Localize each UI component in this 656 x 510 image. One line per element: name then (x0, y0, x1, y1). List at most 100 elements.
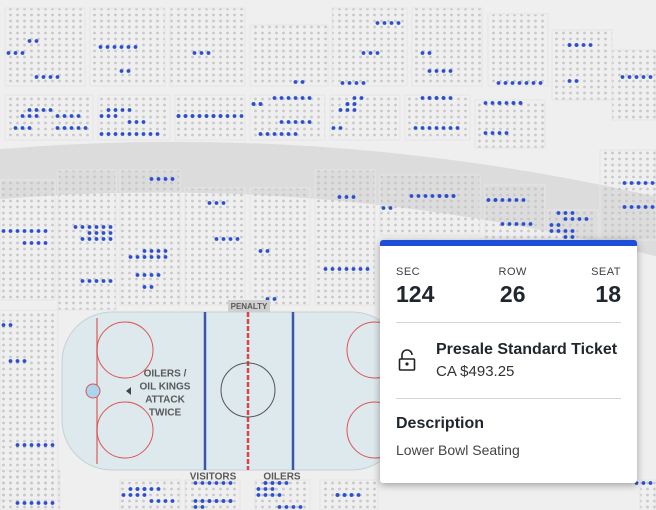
available-seat[interactable] (279, 132, 284, 136)
available-seat[interactable] (427, 69, 432, 73)
available-seat[interactable] (36, 229, 41, 233)
available-seat[interactable] (235, 237, 240, 241)
available-seat[interactable] (221, 201, 226, 205)
available-seat[interactable] (69, 114, 74, 118)
available-seat[interactable] (193, 499, 198, 503)
available-seat[interactable] (556, 229, 561, 233)
available-seat[interactable] (563, 211, 568, 215)
available-seat[interactable] (251, 102, 256, 106)
available-seat[interactable] (126, 69, 131, 73)
available-seat[interactable] (521, 222, 526, 226)
available-seat[interactable] (511, 101, 516, 105)
available-seat[interactable] (549, 229, 554, 233)
available-seat[interactable] (127, 132, 132, 136)
available-seat[interactable] (106, 108, 111, 112)
available-seat[interactable] (99, 132, 104, 136)
available-seat[interactable] (514, 198, 519, 202)
available-seat[interactable] (359, 96, 364, 100)
available-seat[interactable] (347, 81, 352, 85)
available-seat[interactable] (142, 285, 147, 289)
available-seat[interactable] (368, 51, 373, 55)
available-seat[interactable] (272, 297, 277, 301)
available-seat[interactable] (528, 222, 533, 226)
available-seat[interactable] (497, 101, 502, 105)
available-seat[interactable] (228, 237, 233, 241)
available-seat[interactable] (270, 493, 275, 497)
available-seat[interactable] (22, 359, 27, 363)
available-seat[interactable] (286, 120, 291, 124)
available-seat[interactable] (344, 267, 349, 271)
available-seat[interactable] (354, 81, 359, 85)
available-seat[interactable] (340, 81, 345, 85)
available-seat[interactable] (15, 359, 20, 363)
available-seat[interactable] (641, 481, 646, 485)
available-seat[interactable] (113, 108, 118, 112)
available-seat[interactable] (507, 222, 512, 226)
available-seat[interactable] (556, 211, 561, 215)
available-seat[interactable] (141, 120, 146, 124)
available-seat[interactable] (345, 102, 350, 106)
available-seat[interactable] (232, 114, 237, 118)
available-seat[interactable] (94, 231, 99, 235)
available-seat[interactable] (142, 487, 147, 491)
available-seat[interactable] (50, 501, 55, 505)
available-seat[interactable] (570, 217, 575, 221)
available-seat[interactable] (135, 273, 140, 277)
available-seat[interactable] (549, 223, 554, 227)
available-seat[interactable] (361, 51, 366, 55)
available-seat[interactable] (504, 131, 509, 135)
available-seat[interactable] (134, 120, 139, 124)
available-seat[interactable] (183, 114, 188, 118)
available-seat[interactable] (108, 279, 113, 283)
available-seat[interactable] (293, 120, 298, 124)
available-seat[interactable] (300, 120, 305, 124)
available-seat[interactable] (55, 114, 60, 118)
available-seat[interactable] (156, 487, 161, 491)
available-seat[interactable] (352, 96, 357, 100)
available-seat[interactable] (22, 443, 27, 447)
available-seat[interactable] (420, 126, 425, 130)
available-seat[interactable] (204, 114, 209, 118)
available-seat[interactable] (149, 249, 154, 253)
available-seat[interactable] (156, 255, 161, 259)
available-seat[interactable] (420, 51, 425, 55)
available-seat[interactable] (521, 198, 526, 202)
available-seat[interactable] (448, 69, 453, 73)
available-seat[interactable] (349, 493, 354, 497)
available-seat[interactable] (277, 481, 282, 485)
available-seat[interactable] (163, 177, 168, 181)
available-seat[interactable] (8, 323, 13, 327)
available-seat[interactable] (448, 96, 453, 100)
available-seat[interactable] (200, 505, 205, 509)
available-seat[interactable] (307, 96, 312, 100)
available-seat[interactable] (15, 501, 20, 505)
available-seat[interactable] (87, 231, 92, 235)
available-seat[interactable] (258, 102, 263, 106)
available-seat[interactable] (128, 487, 133, 491)
available-seat[interactable] (272, 96, 277, 100)
available-seat[interactable] (342, 493, 347, 497)
available-seat[interactable] (99, 114, 104, 118)
available-seat[interactable] (87, 237, 92, 241)
available-seat[interactable] (149, 487, 154, 491)
available-seat[interactable] (29, 241, 34, 245)
available-seat[interactable] (650, 181, 655, 185)
available-seat[interactable] (176, 114, 181, 118)
available-seat[interactable] (126, 45, 131, 49)
available-seat[interactable] (514, 222, 519, 226)
available-seat[interactable] (483, 101, 488, 105)
available-seat[interactable] (29, 501, 34, 505)
available-seat[interactable] (1, 323, 6, 327)
available-seat[interactable] (170, 177, 175, 181)
available-seat[interactable] (323, 267, 328, 271)
available-seat[interactable] (490, 101, 495, 105)
available-seat[interactable] (22, 501, 27, 505)
available-seat[interactable] (106, 114, 111, 118)
available-seat[interactable] (149, 273, 154, 277)
available-seat[interactable] (570, 235, 575, 239)
available-seat[interactable] (504, 101, 509, 105)
available-seat[interactable] (112, 45, 117, 49)
available-seat[interactable] (156, 499, 161, 503)
available-seat[interactable] (225, 114, 230, 118)
available-seat[interactable] (193, 481, 198, 485)
